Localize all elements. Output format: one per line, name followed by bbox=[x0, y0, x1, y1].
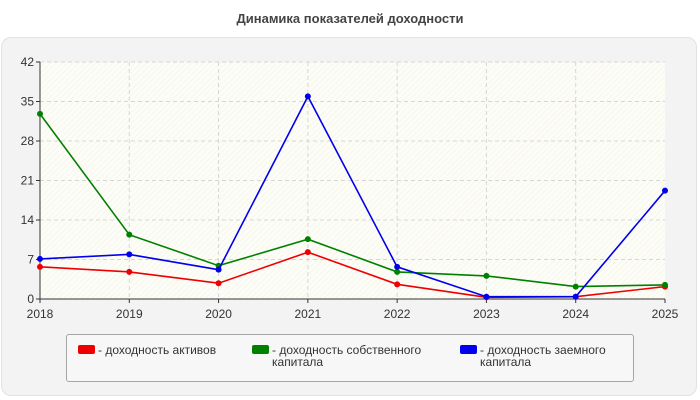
series-1-point bbox=[662, 281, 668, 288]
legend-swatch-debt bbox=[460, 345, 477, 354]
legend-label-equity: - доходность собственного капитала bbox=[272, 343, 422, 369]
series-0-point bbox=[215, 280, 222, 287]
series-1-point bbox=[572, 283, 579, 290]
legend-swatch-equity bbox=[252, 345, 269, 354]
series-2-point bbox=[483, 293, 490, 300]
x-tick-label: 2023 bbox=[473, 307, 500, 321]
series-2-point bbox=[304, 93, 311, 100]
x-tick-label: 2024 bbox=[562, 307, 589, 321]
series-2-point bbox=[572, 293, 579, 300]
grid bbox=[40, 61, 665, 299]
legend-item-equity: - доходность собственного капитала bbox=[252, 344, 437, 368]
legend bbox=[66, 334, 634, 382]
chart-title: Динамика показателей доходности bbox=[236, 11, 464, 26]
series-1-point bbox=[483, 272, 490, 279]
y-tick-label: 0 bbox=[27, 292, 34, 306]
legend-label-debt: - доходность заемного капитала bbox=[480, 343, 606, 369]
axes: 0 7 14 21 28 35 42 2018 2019 2020 2021 2022 2023 2024… bbox=[21, 55, 679, 321]
legend-item-assets: - доходность активов bbox=[78, 344, 216, 356]
series-2-point bbox=[37, 255, 43, 262]
x-tick-label: 2020 bbox=[205, 307, 232, 321]
series-1-point bbox=[304, 236, 311, 243]
series-2-point bbox=[126, 251, 133, 258]
x-tick-label: 2018 bbox=[27, 307, 54, 321]
x-tick-label: 2025 bbox=[652, 307, 679, 321]
series-line-1 bbox=[39, 113, 666, 288]
series-0-point bbox=[304, 249, 311, 256]
series-0-point bbox=[394, 281, 401, 288]
legend-item-debt: - доходность заемного капитала bbox=[460, 344, 630, 368]
series bbox=[37, 93, 668, 301]
y-tick-label: 14 bbox=[21, 213, 35, 227]
y-tick-label: 42 bbox=[21, 55, 35, 69]
y-tick-label: 28 bbox=[21, 134, 35, 148]
series-2-point bbox=[662, 187, 668, 194]
y-tick-label: 7 bbox=[27, 253, 34, 267]
series-1-point bbox=[37, 110, 43, 117]
x-tick-label: 2022 bbox=[384, 307, 411, 321]
series-2-point bbox=[215, 266, 222, 273]
x-tick-label: 2021 bbox=[295, 307, 322, 321]
series-1-point bbox=[394, 268, 401, 275]
series-1-point bbox=[126, 231, 133, 238]
legend-swatch-assets bbox=[78, 345, 95, 354]
series-line-2 bbox=[39, 94, 666, 298]
x-tick-label: 2019 bbox=[116, 307, 143, 321]
legend-label-assets: - доходность активов bbox=[98, 343, 217, 357]
y-tick-label: 35 bbox=[21, 95, 35, 109]
series-0-point bbox=[126, 268, 133, 275]
series-0-point bbox=[37, 263, 43, 270]
y-tick-label: 21 bbox=[21, 174, 35, 188]
series-2-point bbox=[394, 263, 401, 270]
